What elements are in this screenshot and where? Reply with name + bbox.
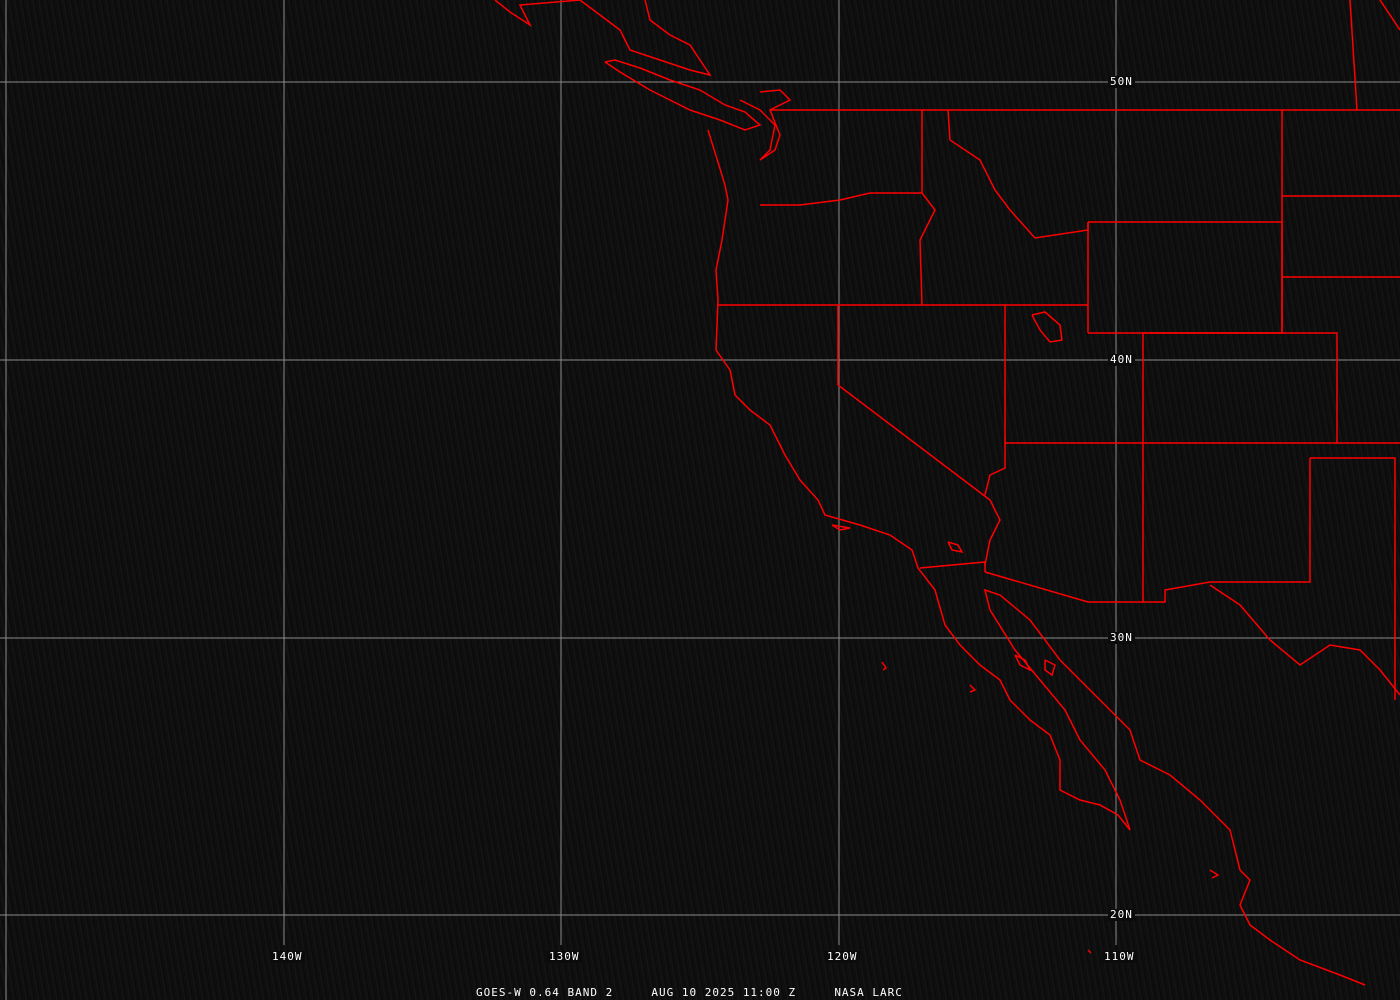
salton-sea	[947, 541, 964, 554]
vancouver-island	[604, 59, 762, 131]
west-coast	[707, 129, 1366, 986]
caption-satellite: GOES-W 0.64 BAND 2	[476, 986, 614, 999]
lon-label-130w: 130W	[547, 950, 582, 963]
washington-oregon-border	[760, 192, 936, 306]
great-salt-lake	[1031, 311, 1063, 343]
image-caption: GOES-W 0.64 BAND 2 AUG 10 2025 11:00 Z N…	[476, 986, 903, 999]
small-island	[1087, 949, 1092, 954]
canada-province-border	[1349, 0, 1358, 111]
lat-label-30n: 30N	[1108, 631, 1135, 644]
gulf-coast	[1209, 584, 1400, 696]
bc-coast	[494, 0, 712, 77]
new-mexico-border	[984, 458, 1311, 603]
revillagigedo	[1209, 869, 1220, 879]
channel-islands	[831, 524, 851, 531]
texas-border	[1310, 457, 1396, 700]
cedros-island	[969, 684, 977, 693]
lat-label-40n: 40N	[1108, 353, 1135, 366]
nevada-utah-border	[984, 305, 1006, 496]
california-nevada-border	[837, 305, 1001, 566]
canada-province-border-2	[1379, 0, 1400, 31]
puget-sound	[739, 89, 792, 161]
lon-label-140w: 140W	[270, 950, 305, 963]
idaho-montana-border	[947, 109, 1089, 239]
tiburon-island	[1044, 659, 1056, 677]
caption-datetime: AUG 10 2025 11:00 Z	[651, 986, 797, 999]
coastlines	[494, 0, 1400, 986]
lon-label-110w: 110W	[1102, 950, 1137, 963]
wyoming-border	[1088, 221, 1283, 334]
us-mexico-border	[919, 561, 986, 572]
lat-label-50n: 50N	[1108, 75, 1135, 88]
political-boundaries	[718, 0, 1400, 700]
caption-source: NASA LARC	[834, 986, 903, 999]
gulf-islands	[1014, 654, 1032, 672]
colorado-border	[1143, 332, 1338, 443]
guadalupe-island	[881, 661, 888, 671]
lat-label-20n: 20N	[1108, 908, 1135, 921]
lon-label-120w: 120W	[825, 950, 860, 963]
